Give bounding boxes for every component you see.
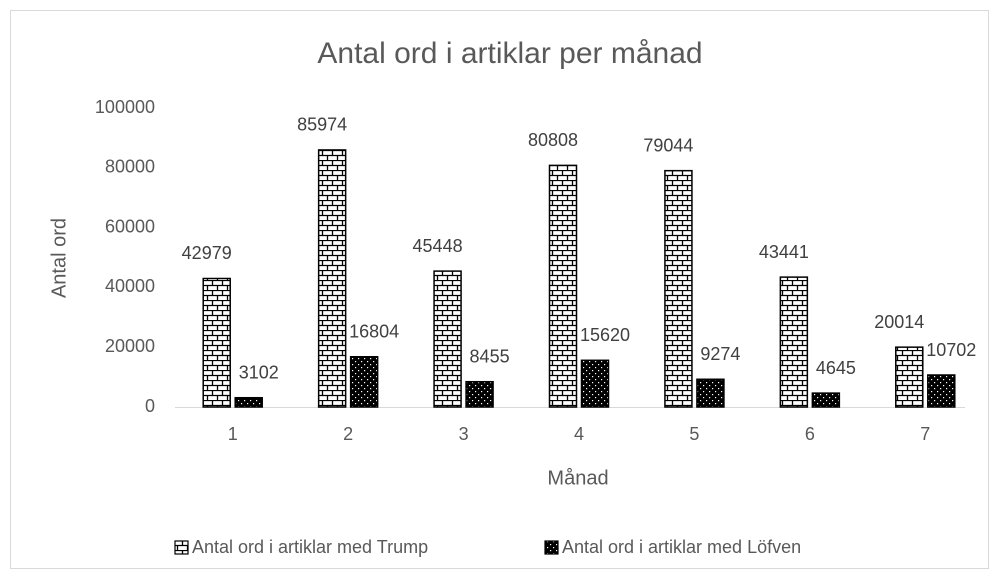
bar — [202, 277, 231, 408]
data-label: 20014 — [874, 312, 924, 332]
data-label: 16804 — [349, 322, 399, 342]
bar — [895, 346, 924, 408]
data-label: 85974 — [297, 115, 347, 135]
x-tick-label: 6 — [805, 424, 815, 444]
data-label: 43441 — [759, 242, 809, 262]
chart-title: Antal ord i artiklar per månad — [317, 37, 702, 70]
x-axis-label: Månad — [547, 467, 608, 489]
y-tick-label: 80000 — [105, 157, 155, 177]
x-tick-label: 2 — [343, 424, 353, 444]
bar — [927, 374, 956, 408]
legend-swatch — [174, 540, 189, 555]
bar — [349, 356, 379, 408]
legend-label: Antal ord i artiklar med Löfven — [562, 537, 801, 557]
y-tick-label: 20000 — [105, 336, 155, 356]
data-label: 80808 — [528, 130, 578, 150]
x-tick-label: 4 — [574, 424, 584, 444]
y-tick-label: 60000 — [105, 216, 155, 236]
bar — [317, 149, 347, 408]
x-tick-label: 3 — [459, 424, 469, 444]
data-label: 45448 — [413, 236, 463, 256]
legend-label: Antal ord i artiklar med Trump — [192, 537, 428, 557]
data-label: 79044 — [643, 135, 693, 155]
y-tick-label: 100000 — [95, 97, 155, 117]
legend-swatch — [544, 540, 559, 555]
bar — [234, 396, 263, 408]
y-axis-label: Antal ord — [48, 218, 70, 298]
data-label: 15620 — [580, 325, 630, 345]
data-label: 9274 — [700, 344, 740, 364]
bar — [811, 392, 841, 408]
chart-border — [10, 10, 989, 569]
x-tick-label: 1 — [228, 424, 238, 444]
data-label: 42979 — [182, 243, 232, 263]
bar — [664, 169, 693, 408]
x-tick-label: 5 — [689, 424, 699, 444]
bar — [696, 378, 725, 408]
bar — [465, 380, 494, 408]
bar — [548, 164, 578, 408]
y-tick-label: 0 — [145, 396, 155, 416]
data-label: 3102 — [239, 362, 279, 382]
bar — [779, 276, 809, 408]
data-label: 10702 — [926, 340, 976, 360]
x-tick-label: 7 — [920, 424, 930, 444]
y-tick-label: 40000 — [105, 276, 155, 296]
bar — [580, 359, 610, 408]
data-label: 4645 — [816, 358, 856, 378]
data-label: 8455 — [470, 346, 510, 366]
bar — [433, 270, 462, 408]
